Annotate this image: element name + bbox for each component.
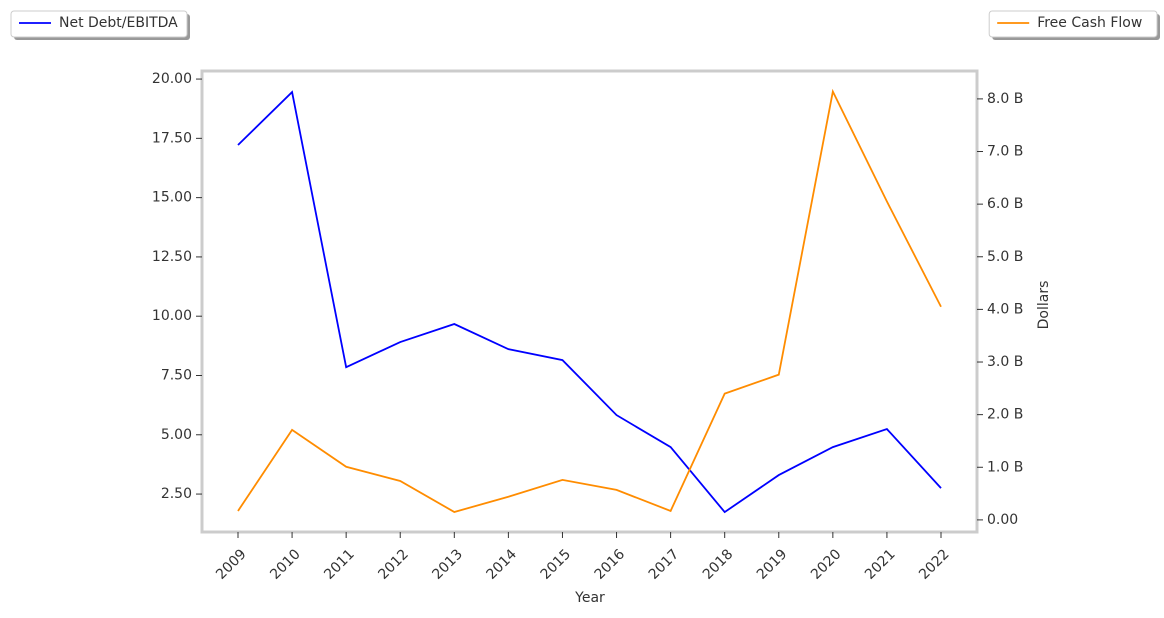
- legend-box: [10, 10, 188, 38]
- x-tick-label: 2010: [267, 546, 304, 583]
- x-tick-label: 2013: [429, 546, 466, 583]
- y-tick-label: 20.00: [152, 71, 192, 87]
- x-tick-label: 2012: [375, 546, 412, 583]
- y2-axis-label: Dollars: [1036, 281, 1052, 330]
- x-tick-label: 2018: [700, 546, 737, 583]
- legend-box: [988, 10, 1158, 38]
- line: [237, 88, 942, 513]
- x-tick-label: 2016: [592, 546, 629, 583]
- y-tick-label: 5.00: [161, 427, 192, 443]
- y2-tick-label: 7.0 B: [987, 144, 1023, 160]
- x-tick-label: 2015: [538, 546, 575, 583]
- y2-tick-label: 4.0 B: [987, 301, 1023, 317]
- y-tick-label: 7.50: [161, 367, 192, 383]
- x-axis-label: Year: [574, 590, 605, 606]
- y2-tick-label: 3.0 B: [987, 354, 1023, 370]
- x-tick-label: 2021: [862, 546, 899, 583]
- x-tick-label: 2009: [213, 546, 250, 583]
- y2-tick-label: 8.0 B: [987, 91, 1023, 107]
- x-tick-label: 2017: [646, 546, 683, 583]
- y-tick-label: 15.00: [152, 190, 192, 206]
- x-tick-label: 2014: [484, 546, 521, 583]
- y-tick-label: 2.50: [161, 486, 192, 502]
- legend-label: Net Debt/EBITDA: [59, 15, 178, 31]
- x-tick-label: 2019: [754, 546, 791, 583]
- y-tick-label: 17.50: [152, 130, 192, 146]
- y2-tick-label: 5.0 B: [987, 249, 1023, 265]
- y2-tick-label: 0.00: [987, 512, 1018, 528]
- plot-frame: [200, 69, 979, 534]
- y2-tick-label: 6.0 B: [987, 196, 1023, 212]
- x-tick-label: 2011: [321, 546, 358, 583]
- x-tick-label: 2020: [808, 546, 845, 583]
- x-tick-label: 2022: [916, 546, 953, 583]
- y2-tick-label: 2.0 B: [987, 407, 1023, 423]
- y-tick-label: 10.00: [152, 308, 192, 324]
- y-tick-label: 12.50: [152, 249, 192, 265]
- line: [237, 90, 942, 514]
- legend-label: Free Cash Flow: [1037, 15, 1142, 31]
- y2-tick-label: 1.0 B: [987, 459, 1023, 475]
